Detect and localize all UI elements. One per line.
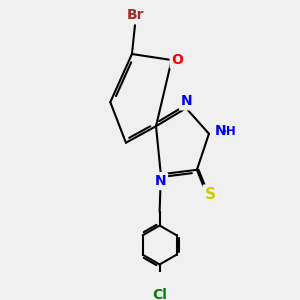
Text: S: S xyxy=(205,187,216,202)
Text: N: N xyxy=(154,174,166,188)
Text: N: N xyxy=(181,94,192,108)
Text: O: O xyxy=(172,53,184,67)
Text: -H: -H xyxy=(222,124,237,137)
Text: Br: Br xyxy=(127,8,144,22)
Text: Cl: Cl xyxy=(152,288,167,300)
Text: N: N xyxy=(214,124,226,138)
